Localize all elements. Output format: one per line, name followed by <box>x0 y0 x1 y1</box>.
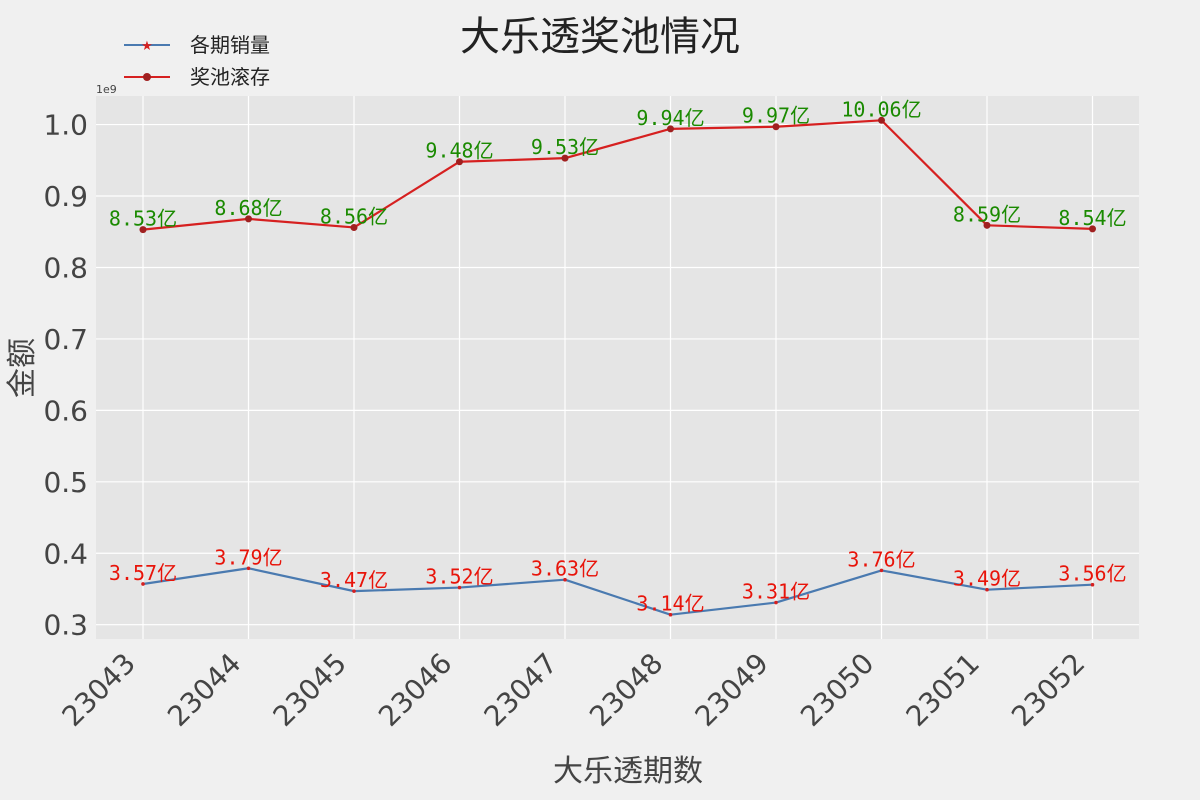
data-point <box>350 223 358 231</box>
data-label: 3.56亿 <box>1058 562 1126 586</box>
data-point <box>668 612 673 617</box>
data-point <box>1090 582 1095 587</box>
data-point <box>139 226 147 234</box>
y-tick-label: 1.0 <box>43 109 88 142</box>
y-tick-label: 0.8 <box>43 251 88 284</box>
y-tick-label: 0.4 <box>43 537 88 570</box>
data-label: 3.47亿 <box>320 568 388 592</box>
gridlines <box>96 96 1139 639</box>
legend: ★ 各期销量 奖池滚存 <box>124 33 270 89</box>
y-tick-label: 0.9 <box>43 180 88 213</box>
data-point <box>561 154 569 162</box>
data-labels: 3.57亿 3.79亿 3.47亿 3.52亿 3.63亿 3.14亿 3.31亿 3.76亿… <box>109 97 1127 615</box>
data-label: 9.53亿 <box>531 135 599 159</box>
data-point <box>772 123 780 131</box>
data-label: 8.68亿 <box>214 196 282 220</box>
series-line-1 <box>142 119 1093 231</box>
data-label: 3.49亿 <box>953 567 1021 591</box>
data-point <box>878 116 885 124</box>
data-label: 3.79亿 <box>214 545 282 569</box>
data-label: 3.52亿 <box>425 565 493 589</box>
data-label: 3.63亿 <box>531 557 599 581</box>
y-axis-offset-label: 1e9 <box>96 83 117 96</box>
data-label: 8.54亿 <box>1058 206 1126 230</box>
data-label: 9.97亿 <box>742 104 810 128</box>
data-point <box>667 125 674 133</box>
series-layer <box>139 116 1096 617</box>
data-point <box>983 221 991 229</box>
data-point <box>985 587 989 592</box>
data-point <box>457 585 462 590</box>
data-label: 3.57亿 <box>109 561 177 585</box>
data-label: 9.94亿 <box>636 106 704 130</box>
data-label: 10.06亿 <box>841 97 921 121</box>
data-label: 3.76亿 <box>847 547 915 571</box>
y-axis-ticks: 0.3 0.4 0.5 0.6 0.7 0.8 0.9 1.0 <box>43 109 88 642</box>
data-point <box>352 589 356 593</box>
data-point <box>246 566 251 571</box>
legend-item-pool: 奖池滚存 <box>124 65 270 89</box>
legend-star-icon: ★ <box>141 39 153 54</box>
legend-label-pool: 奖池滚存 <box>190 65 270 89</box>
series-line-0 <box>142 567 1093 616</box>
plot-area <box>96 96 1139 639</box>
x-axis-label: 大乐透期数 <box>553 754 703 789</box>
data-label: 8.59亿 <box>953 202 1021 226</box>
data-label: 9.48亿 <box>425 139 493 163</box>
data-point <box>563 577 567 582</box>
data-label: 3.14亿 <box>636 592 704 616</box>
data-label: 8.53亿 <box>109 207 177 231</box>
data-label: 3.31亿 <box>742 580 810 604</box>
legend-label-sales: 各期销量 <box>190 33 270 57</box>
data-point <box>141 582 145 586</box>
y-axis-label: 金额 <box>5 338 40 398</box>
y-tick-label: 0.6 <box>43 394 88 427</box>
data-point <box>774 600 778 605</box>
legend-item-sales: ★ 各期销量 <box>124 33 270 57</box>
data-point <box>879 568 884 573</box>
data-point <box>456 158 463 166</box>
y-tick-label: 0.7 <box>43 323 88 356</box>
y-tick-label: 0.3 <box>43 609 88 642</box>
legend-circle-icon <box>143 73 151 81</box>
chart-title: 大乐透奖池情况 <box>460 14 740 60</box>
data-point <box>245 215 252 223</box>
data-label: 8.56亿 <box>320 204 388 228</box>
data-point <box>1089 225 1096 233</box>
y-tick-label: 0.5 <box>43 466 88 499</box>
